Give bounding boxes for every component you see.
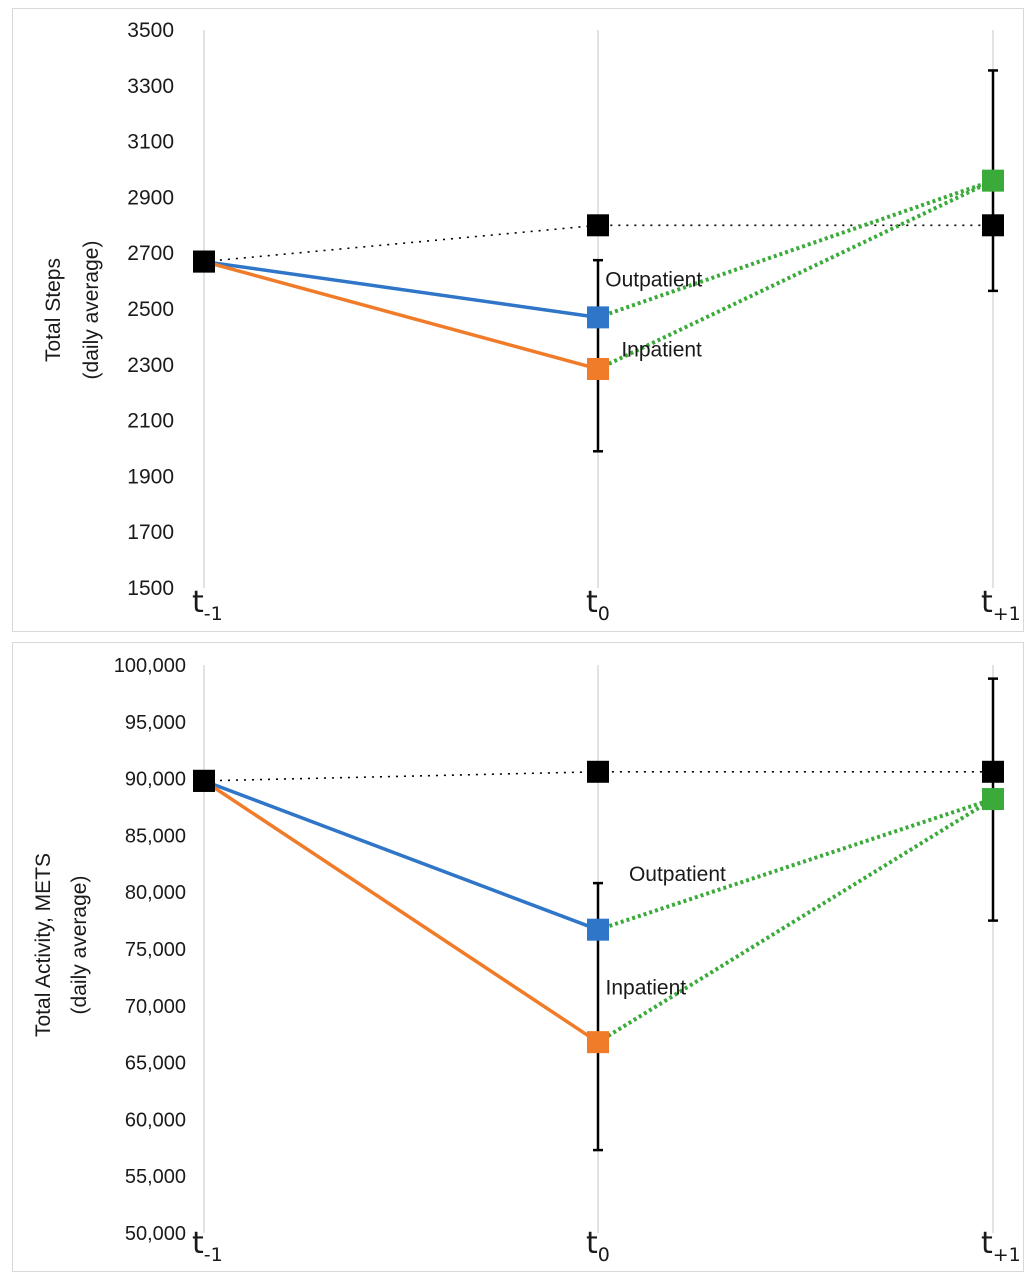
annotation-outpatient: Outpatient <box>629 863 726 886</box>
y-axis-label: (daily average) <box>80 241 103 380</box>
y-tick-label: 1900 <box>127 465 174 488</box>
annotation-inpatient: Inpatient <box>606 976 687 999</box>
x-tick-label-t-1: t-1 <box>192 1226 223 1266</box>
reference-line <box>203 770 993 782</box>
mets-chart-panel: 50,000 55,000 60,000 65,000 70,000 75,000 80,0… <box>0 640 1032 1280</box>
recovery-marker <box>982 169 1004 192</box>
y-tick-label: 2700 <box>127 242 174 265</box>
outpatient-marker <box>587 306 609 329</box>
y-tick-label: 70,000 <box>125 996 186 1018</box>
inpatient-marker <box>587 1031 609 1054</box>
x-tick-label-t0: t0 <box>586 1226 610 1266</box>
recovery-marker <box>982 788 1004 811</box>
y-tick-label: 75,000 <box>125 939 186 961</box>
recovery-line <box>597 178 994 371</box>
annotation-outpatient: Outpatient <box>605 269 702 292</box>
steps-chart-frame <box>12 8 1024 632</box>
reference-marker <box>587 214 609 237</box>
steps-chart-panel: 1500 1700 1900 2100 2300 2500 2700 2900 3100 3300… <box>12 8 1024 632</box>
reference-marker <box>982 760 1004 783</box>
y-tick-label: 60,000 <box>125 1109 186 1131</box>
y-tick-label: 1700 <box>127 521 174 544</box>
x-tick-label-t+1: t+1 <box>981 1226 1021 1266</box>
y-tick-label: 90,000 <box>125 769 186 791</box>
y-axis-label: Total Activity, METS <box>32 853 55 1037</box>
y-tick-label: 2900 <box>127 186 174 209</box>
y-tick-label: 2500 <box>127 298 174 321</box>
mets-chart: 50,000 55,000 60,000 65,000 70,000 75,000 80,0… <box>32 655 1021 1266</box>
inpatient-line <box>203 259 599 371</box>
outpatient-line <box>203 779 599 932</box>
reference-marker <box>587 760 609 783</box>
y-tick-label: 55,000 <box>125 1166 186 1188</box>
inpatient-marker <box>587 357 609 380</box>
annotation-inpatient: Inpatient <box>621 338 702 361</box>
mets-chart-frame <box>12 642 1024 1272</box>
y-tick-label: 85,000 <box>125 825 186 847</box>
y-tick-label: 2300 <box>127 354 174 377</box>
y-tick-label: 50,000 <box>125 1223 186 1245</box>
steps-chart: 1500 1700 1900 2100 2300 2500 2700 2900 3100 3300… <box>42 19 1021 625</box>
inpatient-line <box>203 779 599 1044</box>
y-tick-label: 95,000 <box>125 712 186 734</box>
recovery-line <box>596 797 995 1044</box>
y-tick-label: 80,000 <box>125 882 186 904</box>
reference-marker <box>982 214 1004 237</box>
x-tick-label-t-1: t-1 <box>192 585 223 625</box>
start-marker <box>193 769 215 792</box>
x-tick-label-t+1: t+1 <box>981 585 1021 625</box>
outpatient-marker <box>587 918 609 941</box>
x-tick-label-t0: t0 <box>586 585 610 625</box>
y-tick-label: 3100 <box>127 131 174 154</box>
y-tick-label: 2100 <box>127 410 174 433</box>
y-tick-label: 3300 <box>127 75 174 98</box>
start-marker <box>193 250 215 273</box>
y-axis-label: Total Steps <box>42 258 65 362</box>
y-tick-label: 65,000 <box>125 1053 186 1075</box>
y-tick-label: 3500 <box>127 19 174 42</box>
y-axis-label: (daily average) <box>68 876 91 1015</box>
recovery-line <box>597 178 994 320</box>
y-tick-label: 100,000 <box>114 655 186 677</box>
outpatient-line <box>203 259 599 320</box>
y-tick-label: 1500 <box>127 577 174 600</box>
